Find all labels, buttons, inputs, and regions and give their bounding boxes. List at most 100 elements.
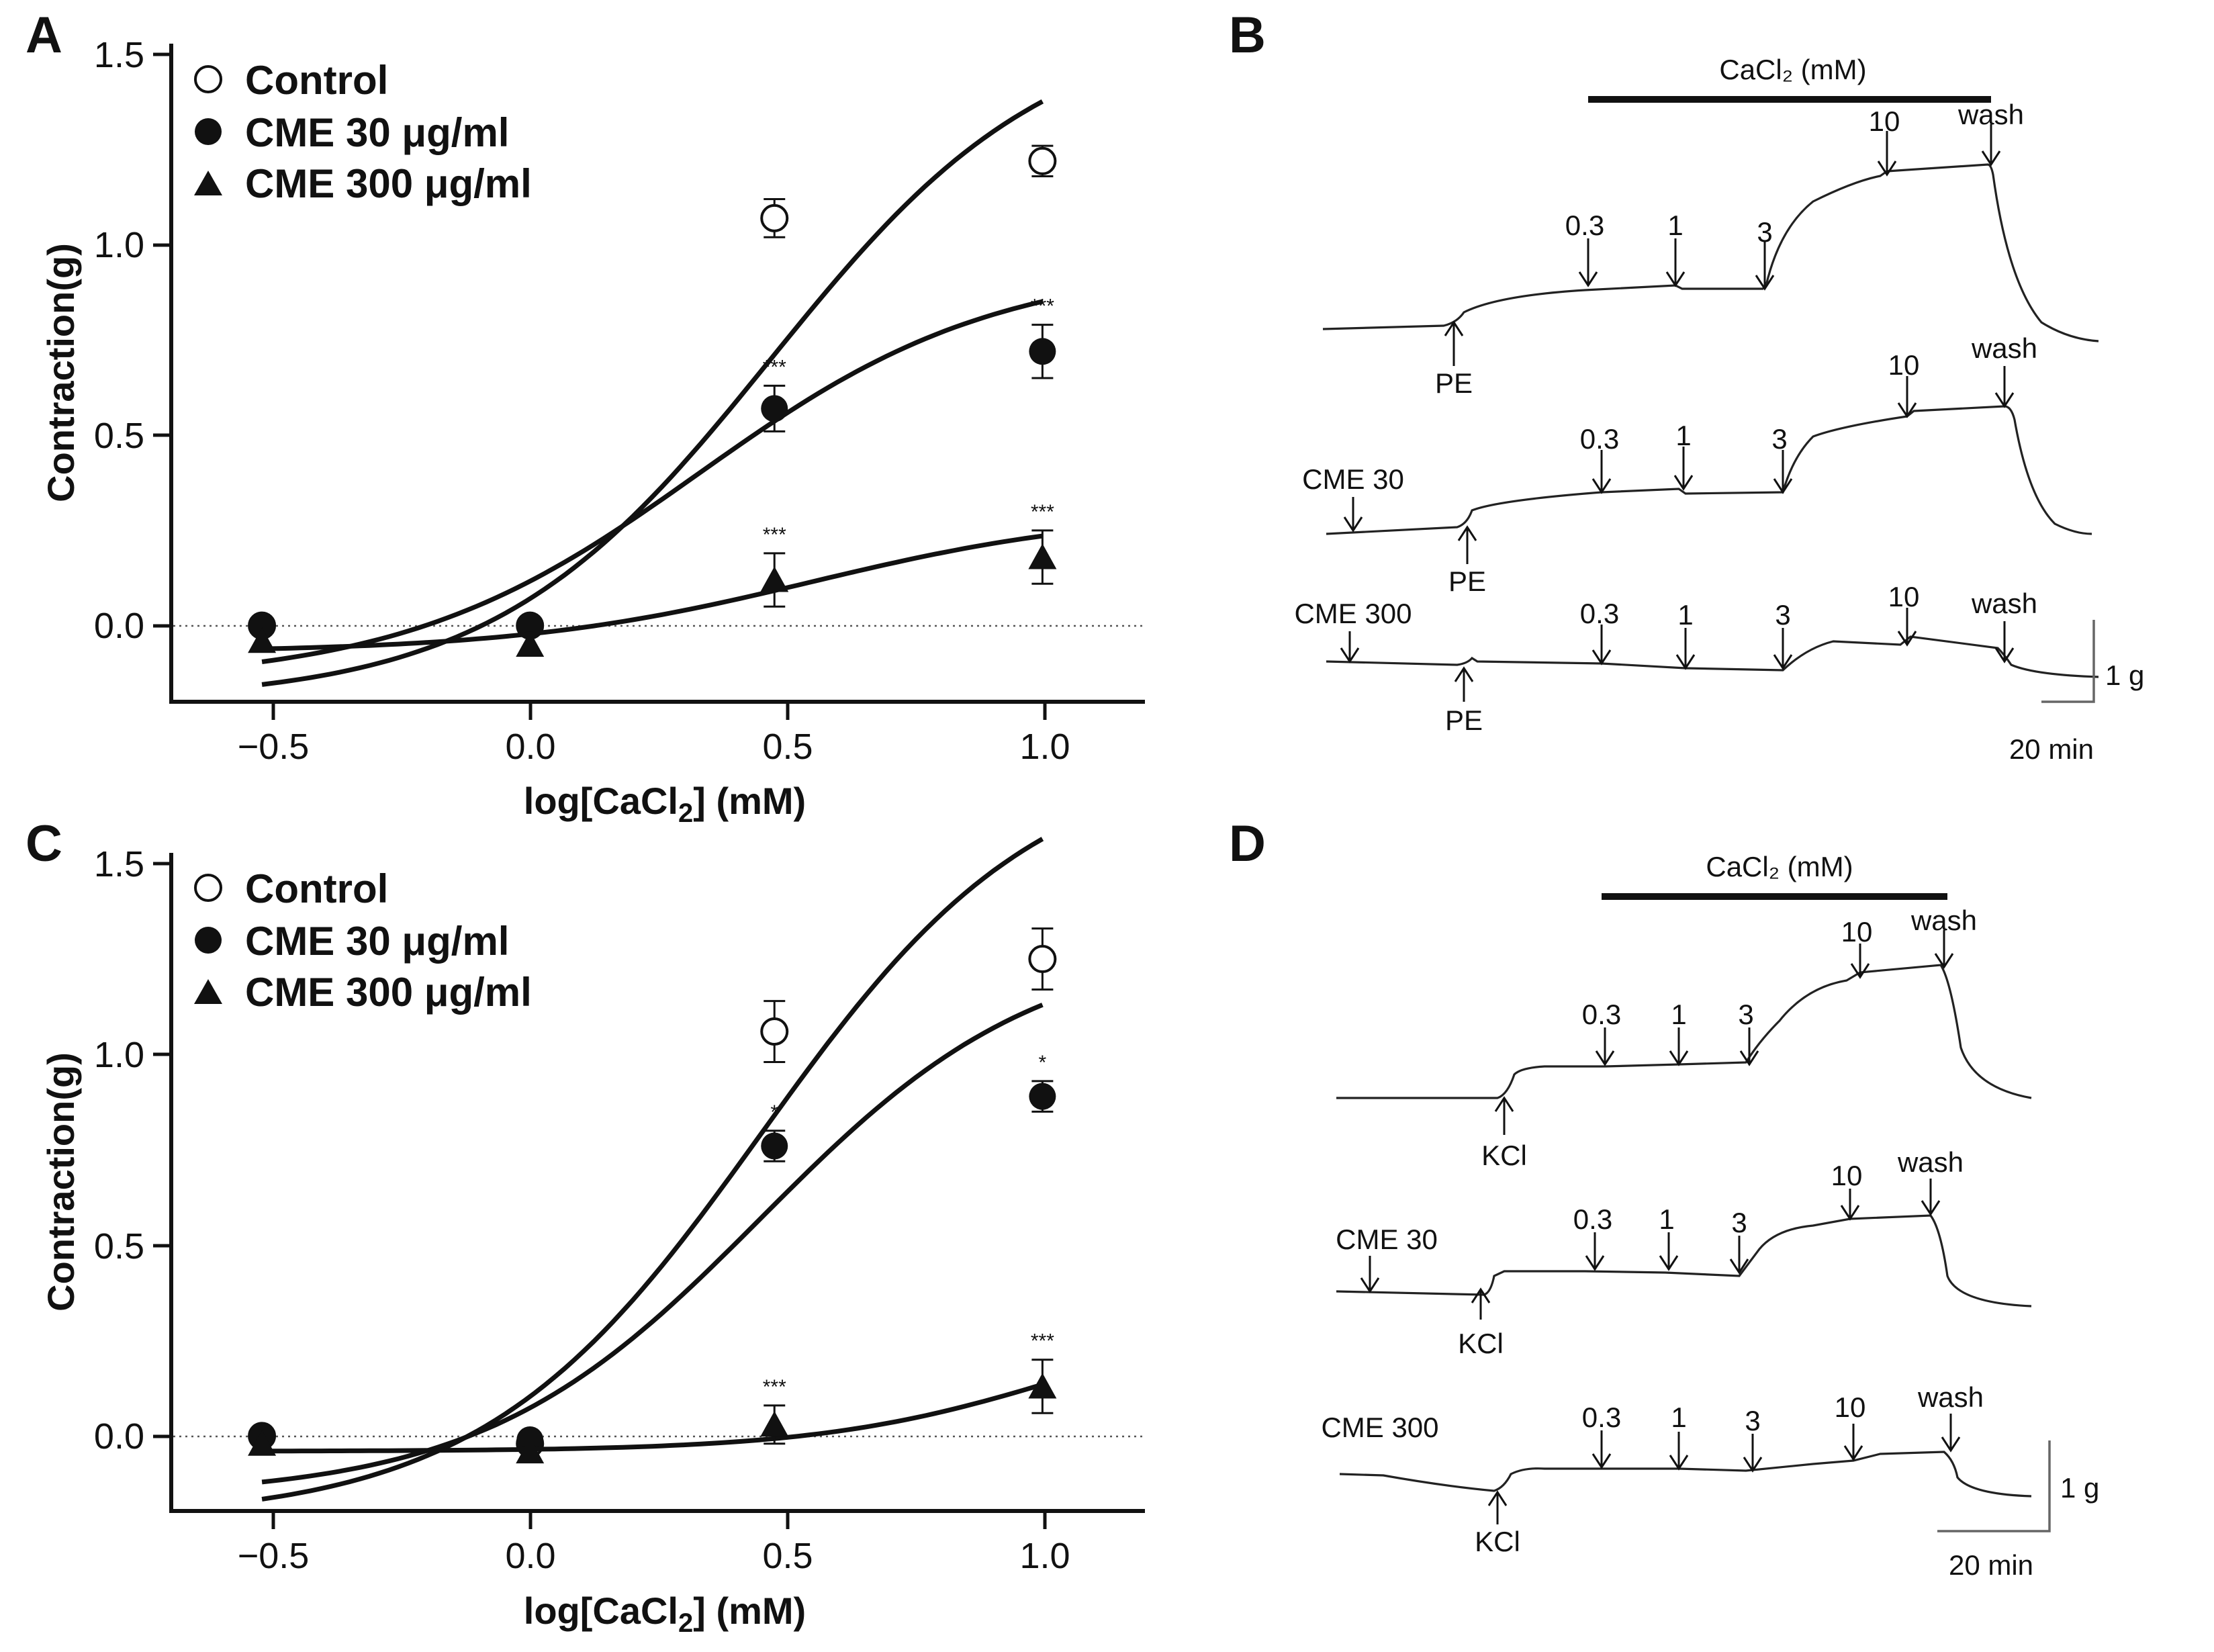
x-tick-label: 1.0: [1019, 1536, 1070, 1576]
fit-curve: [261, 99, 1044, 687]
wash-arrow: [1934, 930, 1954, 969]
dose-label: 1: [1659, 1203, 1674, 1235]
agonist-label: PE: [1448, 565, 1486, 597]
dose-label: 3: [1757, 216, 1772, 248]
panel-letter-b: B: [1229, 7, 1266, 64]
legend-marker-cme300: [194, 171, 222, 195]
wash-label: wash: [1917, 1381, 1984, 1413]
legend-label-control: Control: [245, 58, 388, 103]
dose-arrow: [1592, 1430, 1612, 1469]
dose-arrow: [1595, 1027, 1615, 1066]
legend-label-cme300: CME 300 μg/ml: [245, 970, 532, 1015]
dose-label: 3: [1771, 423, 1787, 455]
x-tick-label: 0.0: [505, 727, 555, 767]
wash-label: wash: [1957, 99, 2024, 130]
dose-arrow: [1729, 1236, 1749, 1275]
data-point: [516, 631, 545, 657]
pretreatment-label: CME 300: [1294, 598, 1412, 629]
tension-trace-cme300: [1326, 635, 2099, 678]
x-tick-label: −0.5: [238, 1536, 310, 1576]
panel-letter-d: D: [1229, 815, 1266, 872]
wash-label: wash: [1897, 1146, 1964, 1178]
dose-label: 1: [1667, 210, 1683, 241]
pretreatment-arrow: [1343, 497, 1363, 533]
panel-letter-a: A: [26, 7, 62, 64]
dose-label: 10: [1869, 105, 1900, 137]
panel-a: A 0.0 0.5 1.0 1.5 −0.5 0.0 0.5 1.0 Contr…: [26, 7, 1145, 828]
significance-marker: *: [1039, 1052, 1047, 1074]
pretreatment-label: CME 300: [1321, 1412, 1438, 1443]
y-tick-label: 1.5: [94, 844, 144, 884]
panel-d: D CaCl₂ (mM) 0.3 1 3 10 wash KCl CME 30 …: [1229, 815, 2099, 1581]
dose-label: 1: [1675, 420, 1691, 451]
agonist-label: KCl: [1481, 1140, 1527, 1171]
agonist-label: KCl: [1475, 1526, 1520, 1557]
agonist-arrow: [1444, 320, 1464, 366]
data-point: [760, 1017, 789, 1046]
tension-trace-cme300: [1339, 1451, 2032, 1498]
legend-label-cme30: CME 30 μg/ml: [245, 110, 509, 155]
trace-annotations-cme30: CME 30 0.3 1 3 10 wash PE: [1302, 332, 2037, 597]
data-point: [760, 1411, 789, 1437]
y-tick-label: 0.0: [94, 1416, 144, 1457]
fit-curve: [261, 299, 1044, 664]
agonist-label: PE: [1445, 704, 1483, 736]
dose-arrow: [1773, 628, 1793, 670]
dose-arrow: [1773, 450, 1793, 494]
dose-label: 0.3: [1580, 598, 1619, 629]
dose-arrow: [1592, 450, 1612, 494]
dose-arrow: [1840, 1189, 1860, 1221]
dose-label: 3: [1745, 1405, 1760, 1436]
data-point: [1028, 945, 1057, 974]
legend: Control CME 30 μg/ml CME 300 μg/ml: [194, 866, 532, 1015]
y-tick-label: 0.5: [94, 416, 144, 456]
dose-label: 0.3: [1582, 1402, 1621, 1433]
tension-trace-cme30: [1326, 405, 2092, 535]
dose-label: 3: [1731, 1207, 1747, 1238]
tension-trace-control: [1336, 964, 2032, 1099]
panel-b: B CaCl₂ (mM) 0.3 1 3 10 wash PE CME 30 0…: [1229, 7, 2144, 765]
dose-arrow: [1743, 1434, 1763, 1473]
legend-marker-cme300: [194, 979, 222, 1004]
significance-marker: ***: [1031, 501, 1054, 523]
fit-curve: [261, 837, 1044, 1502]
dose-arrow: [1659, 1232, 1679, 1271]
data-point: [1028, 1373, 1057, 1399]
scale-bar-y-label: 1 g: [2105, 659, 2144, 691]
agonist-label: KCl: [1458, 1328, 1504, 1359]
x-tick-label: 0.0: [505, 1536, 555, 1576]
dose-label: 0.3: [1565, 210, 1604, 241]
wash-label: wash: [1971, 332, 2037, 364]
scale-bar-x-label: 20 min: [1949, 1549, 2033, 1581]
data-point: [760, 566, 789, 592]
dose-arrow: [1877, 131, 1897, 177]
data-point: [760, 203, 789, 232]
dose-arrow: [1669, 1027, 1689, 1066]
x-tick-label: 1.0: [1019, 727, 1070, 767]
data-point: [248, 1430, 277, 1456]
pretreatment-label: CME 30: [1336, 1224, 1438, 1255]
cacl2-bar-label: CaCl₂ (mM): [1719, 54, 1866, 85]
dose-arrow: [1665, 238, 1686, 287]
tension-trace-cme30: [1336, 1214, 2032, 1307]
agonist-arrow: [1457, 525, 1477, 564]
legend-label-cme30: CME 30 μg/ml: [245, 919, 509, 964]
wash-arrow: [1981, 124, 2001, 167]
trace-annotations-control: 0.3 1 3 10 wash PE: [1435, 99, 2024, 399]
dose-label: 10: [1888, 581, 1920, 612]
data-point: [761, 1132, 788, 1160]
agonist-arrow: [1471, 1287, 1491, 1320]
legend-marker-control: [194, 65, 222, 93]
agonist-arrow: [1494, 1096, 1514, 1135]
data-point: [1029, 338, 1056, 365]
legend-label-cme300: CME 300 μg/ml: [245, 161, 532, 206]
dose-arrow: [1897, 376, 1917, 418]
wash-arrow: [1994, 366, 2015, 408]
trace-annotations-cme300: CME 300 0.3 1 3 10 wash KCl: [1321, 1381, 1984, 1557]
fit-curve: [262, 533, 1043, 651]
dose-label: 10: [1831, 1160, 1863, 1191]
x-tick-label: 0.5: [762, 727, 813, 767]
cacl2-bar-label: CaCl₂ (mM): [1706, 851, 1853, 882]
data-point: [761, 395, 788, 422]
